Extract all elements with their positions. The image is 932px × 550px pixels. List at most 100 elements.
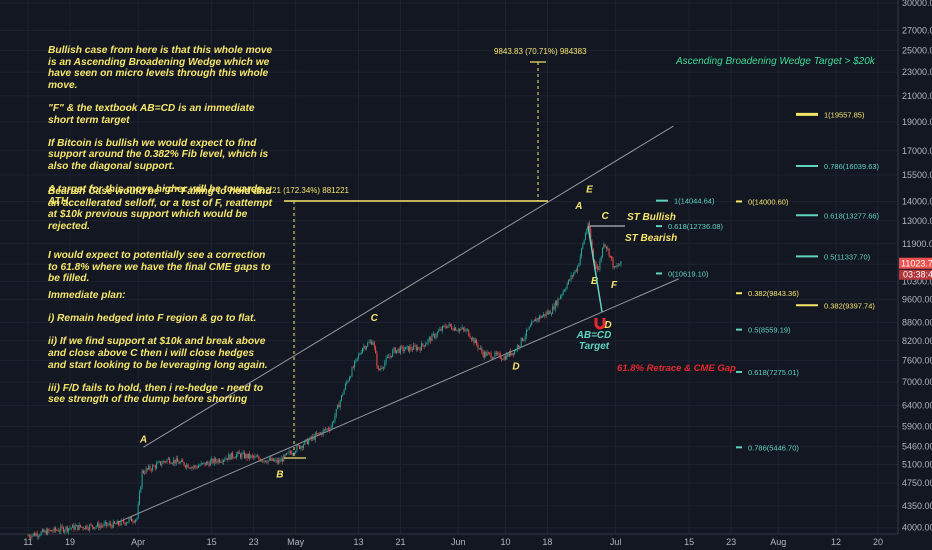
- candle-body: [337, 404, 339, 409]
- candle-body: [301, 446, 303, 448]
- candle-body: [287, 452, 289, 454]
- candle-body: [342, 394, 344, 396]
- x-axis: 11 19 Apr 15 23 May 13 21 Jun 10 18 Jul 15 23 Aug 12 20: [0, 0, 899, 547]
- measure-label-1: 8812.21 (172.34%) 881221: [252, 186, 350, 195]
- candle-body: [306, 439, 308, 445]
- candle-body: [506, 353, 508, 360]
- candle-body: [106, 522, 108, 526]
- candle-body: [428, 337, 430, 340]
- candle-body: [242, 452, 244, 454]
- candle-body: [352, 367, 354, 369]
- candle-body: [232, 452, 234, 458]
- candle-body: [440, 329, 442, 331]
- candle-body: [140, 486, 142, 493]
- candle-body: [544, 314, 546, 316]
- candle-body: [94, 527, 96, 529]
- x-tick-label: 18: [542, 537, 552, 547]
- candle-body: [334, 415, 336, 422]
- candle-body: [127, 522, 129, 523]
- candle-body: [381, 368, 383, 369]
- candle-body: [365, 346, 367, 349]
- candle-body: [87, 529, 89, 530]
- candle-body: [604, 244, 606, 247]
- candle-body: [76, 525, 78, 527]
- candle-body: [494, 352, 496, 358]
- candle-body: [364, 346, 366, 349]
- candle-body: [253, 456, 255, 458]
- candle-body: [605, 246, 607, 249]
- candle-body: [570, 275, 572, 281]
- wave-label: F: [611, 280, 618, 291]
- candle-body: [221, 461, 223, 463]
- candle-body: [32, 533, 34, 536]
- candle-body: [78, 524, 80, 530]
- candle-body: [288, 451, 290, 453]
- candle-body: [73, 524, 75, 530]
- countdown-label: 03:38:41: [903, 270, 932, 280]
- candle-body: [69, 527, 71, 529]
- candle-body: [327, 428, 329, 430]
- candle-body: [209, 460, 211, 466]
- candle-body: [182, 460, 184, 463]
- candle-body: [516, 345, 518, 351]
- candle-body: [300, 446, 302, 449]
- candle-body: [228, 454, 230, 460]
- candle-body: [424, 344, 426, 347]
- x-tick-label: 12: [831, 537, 841, 547]
- fib-level-label: 0.618(13277.66): [824, 211, 880, 220]
- y-tick-label: 15500.00: [902, 170, 932, 180]
- candle-body: [525, 329, 527, 337]
- candle-body: [230, 452, 232, 460]
- candle-body: [468, 329, 470, 337]
- candle-body: [603, 244, 605, 248]
- candle-body: [343, 389, 345, 395]
- y-tick-label: 30000.00: [902, 0, 932, 8]
- candle-body: [64, 530, 66, 532]
- candle-body: [504, 356, 506, 360]
- candle-body: [400, 346, 402, 353]
- candle-body: [358, 354, 360, 358]
- candle-body: [599, 260, 601, 270]
- candle-body: [159, 461, 161, 465]
- candle-body: [326, 428, 328, 430]
- candle-body: [165, 461, 167, 463]
- candle-body: [226, 458, 228, 460]
- candle-body: [448, 323, 450, 326]
- candle-body: [251, 455, 253, 457]
- candle-body: [213, 458, 215, 464]
- x-tick-label: 23: [249, 537, 259, 547]
- lower-trendline: [116, 278, 679, 524]
- candle-body: [91, 524, 93, 528]
- candle-body: [611, 256, 613, 259]
- candle-body: [578, 263, 580, 267]
- candle-body: [397, 348, 399, 351]
- candle-body: [565, 288, 567, 291]
- candle-body: [81, 526, 83, 528]
- candle-body: [527, 329, 529, 331]
- candle-body: [153, 465, 155, 467]
- candle-body: [561, 294, 563, 296]
- candle-body: [49, 530, 51, 531]
- fib-level-label: 0.382(9397.74): [824, 301, 875, 310]
- candle-body: [302, 444, 304, 448]
- candle-body: [281, 458, 283, 462]
- wave-label: D: [604, 320, 611, 331]
- candle-body: [482, 352, 484, 357]
- candle-body: [161, 463, 163, 465]
- candle-body: [380, 368, 382, 370]
- candle-body: [116, 521, 118, 525]
- candle-body: [539, 315, 541, 320]
- candle-body: [97, 523, 99, 527]
- candle-body: [419, 348, 421, 351]
- candle-body: [125, 522, 127, 525]
- candle-body: [204, 462, 206, 466]
- y-tick-label: 19000.00: [902, 117, 932, 127]
- x-tick-label: Apr: [131, 537, 145, 547]
- candle-body: [402, 346, 404, 351]
- y-tick-label: 25000.00: [902, 45, 932, 55]
- chart-grid: [0, 0, 898, 534]
- candle-body: [546, 312, 548, 314]
- candle-body: [198, 466, 200, 468]
- candle-body: [110, 523, 112, 526]
